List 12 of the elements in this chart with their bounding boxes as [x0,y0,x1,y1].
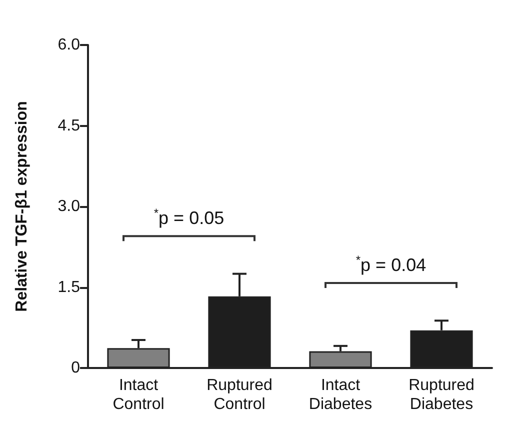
annotation: $^{*}$p = 0.04 [356,252,426,275]
y-tick-label: 6.0 [58,36,80,54]
y-tick-label: 0 [71,360,80,376]
x-tick-label: Intact Control [112,377,164,413]
x-tick-label: Ruptured Diabetes [408,377,474,413]
x-tick-label: Ruptured Control [206,377,272,413]
annotation: $^{*}$p = 0.05 [154,206,224,228]
y-axis-title: Relative TGF-β1 expression [14,101,30,312]
y-tick-label: 1.5 [58,278,80,296]
y-tick-label: 4.5 [58,117,80,134]
y-tick-label: 3.0 [58,198,80,215]
x-tick-label: Intact Diabetes [308,377,372,413]
